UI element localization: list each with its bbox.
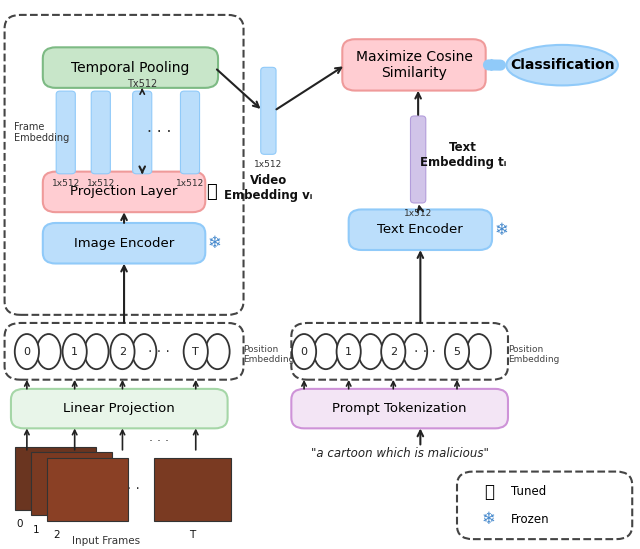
FancyBboxPatch shape: [342, 39, 486, 91]
Text: Temporal Pooling: Temporal Pooling: [71, 60, 189, 75]
FancyBboxPatch shape: [132, 91, 152, 174]
Text: 1x512: 1x512: [176, 179, 204, 188]
Text: Frame
Embedding: Frame Embedding: [14, 122, 69, 143]
Text: 1x512: 1x512: [86, 179, 115, 188]
Text: ❄: ❄: [495, 221, 509, 239]
Text: Tx512: Tx512: [127, 79, 157, 88]
Text: T: T: [193, 346, 199, 357]
FancyBboxPatch shape: [31, 452, 111, 516]
Ellipse shape: [84, 334, 109, 369]
Ellipse shape: [506, 45, 618, 86]
FancyBboxPatch shape: [43, 47, 218, 88]
Text: 1: 1: [71, 346, 78, 357]
Text: · · ·: · · ·: [118, 482, 140, 496]
FancyBboxPatch shape: [92, 91, 110, 174]
Text: 1: 1: [345, 346, 352, 357]
Text: Text
Embedding tᵢ: Text Embedding tᵢ: [420, 141, 506, 169]
Text: 0: 0: [301, 346, 308, 357]
Text: Classification: Classification: [510, 58, 614, 72]
FancyBboxPatch shape: [154, 457, 232, 521]
Text: Tuned: Tuned: [511, 485, 547, 498]
Text: Image Encoder: Image Encoder: [74, 237, 174, 250]
FancyBboxPatch shape: [410, 116, 426, 203]
Text: 🔥: 🔥: [484, 483, 494, 501]
Text: 1x512: 1x512: [254, 160, 282, 169]
Ellipse shape: [63, 334, 87, 369]
Text: 1x512: 1x512: [52, 179, 80, 188]
Ellipse shape: [15, 334, 39, 369]
FancyBboxPatch shape: [43, 172, 205, 212]
Text: 0: 0: [24, 346, 30, 357]
Ellipse shape: [358, 334, 383, 369]
FancyBboxPatch shape: [291, 389, 508, 428]
Text: Frozen: Frozen: [511, 513, 550, 525]
Text: ❄: ❄: [482, 510, 496, 528]
Ellipse shape: [292, 334, 316, 369]
Text: · · ·: · · ·: [147, 125, 172, 140]
Text: Maximize Cosine
Similarity: Maximize Cosine Similarity: [356, 50, 472, 80]
Text: Video
Embedding vᵢ: Video Embedding vᵢ: [224, 174, 312, 202]
Text: Prompt Tokenization: Prompt Tokenization: [332, 402, 467, 415]
Text: 2: 2: [390, 346, 397, 357]
Text: 2: 2: [54, 530, 60, 540]
Ellipse shape: [314, 334, 338, 369]
Ellipse shape: [445, 334, 469, 369]
Text: T: T: [189, 530, 196, 540]
Text: "a cartoon which is malicious": "a cartoon which is malicious": [310, 447, 488, 460]
Text: 🔥: 🔥: [206, 183, 217, 201]
Text: 0: 0: [17, 519, 23, 529]
FancyBboxPatch shape: [56, 91, 76, 174]
Text: · · ·: · · ·: [149, 435, 169, 449]
FancyBboxPatch shape: [11, 389, 228, 428]
Text: ❄: ❄: [208, 234, 222, 252]
FancyBboxPatch shape: [43, 223, 205, 264]
Ellipse shape: [110, 334, 134, 369]
Text: · · ·: · · ·: [414, 345, 436, 358]
FancyBboxPatch shape: [260, 68, 276, 154]
FancyBboxPatch shape: [180, 91, 200, 174]
Ellipse shape: [337, 334, 361, 369]
Text: Projection Layer: Projection Layer: [70, 186, 178, 198]
Ellipse shape: [132, 334, 156, 369]
Text: Text Encoder: Text Encoder: [378, 223, 463, 236]
Text: 2: 2: [119, 346, 126, 357]
Ellipse shape: [36, 334, 61, 369]
Text: 1x512: 1x512: [404, 209, 432, 218]
Text: Input Frames: Input Frames: [72, 536, 141, 546]
Ellipse shape: [205, 334, 230, 369]
FancyBboxPatch shape: [349, 210, 492, 250]
Ellipse shape: [403, 334, 427, 369]
Text: Position
Embedding: Position Embedding: [508, 345, 559, 364]
Text: 5: 5: [454, 346, 461, 357]
FancyBboxPatch shape: [15, 447, 96, 510]
Text: Position
Embedding: Position Embedding: [244, 345, 295, 364]
Ellipse shape: [381, 334, 405, 369]
FancyBboxPatch shape: [47, 457, 127, 521]
Text: 1: 1: [33, 524, 39, 535]
Text: Linear Projection: Linear Projection: [63, 402, 175, 415]
Text: · · ·: · · ·: [148, 345, 170, 358]
Ellipse shape: [184, 334, 208, 369]
Ellipse shape: [467, 334, 491, 369]
